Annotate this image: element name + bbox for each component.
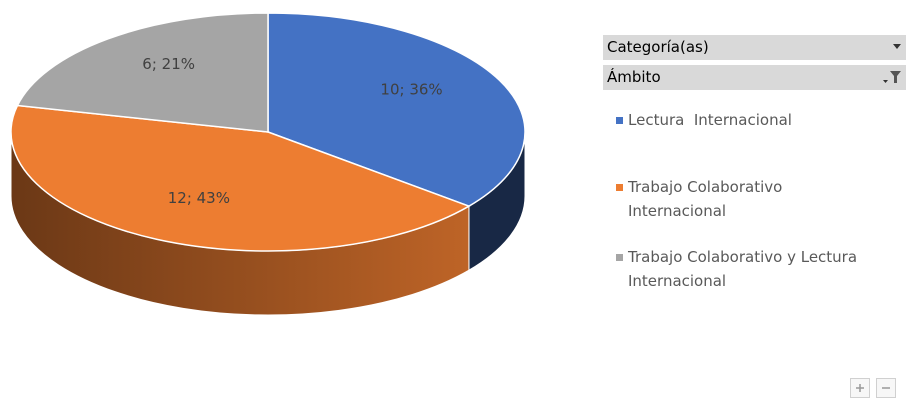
data-label: 12; 43%: [168, 189, 230, 207]
plus-icon: [856, 384, 864, 392]
slice: [16, 12, 269, 133]
legend-swatch: [616, 184, 623, 191]
legend-entry: Trabajo Colaborativo y Lectura Internaci…: [614, 245, 863, 293]
legend-swatch: [616, 117, 623, 124]
collapse-button[interactable]: [876, 378, 896, 398]
legend-entry: Trabajo Colaborativo Internacional: [614, 175, 863, 223]
data-label: 6; 21%: [142, 55, 195, 73]
slice: [10, 104, 471, 252]
minus-icon: [882, 387, 890, 389]
field-button-label: Categoría(as): [607, 38, 709, 56]
legend-entry: Lectura Internacional: [614, 108, 863, 132]
dropdown-icon: [893, 44, 901, 49]
pie-chart: 10; 36% 12; 43% 6; 21%: [10, 12, 526, 316]
legend-swatch: [616, 254, 623, 261]
field-button[interactable]: Categoría(as): [603, 35, 906, 60]
data-label: 10; 36%: [380, 80, 442, 98]
field-button[interactable]: Ámbito: [603, 65, 906, 90]
legend-label: Lectura Internacional: [628, 111, 792, 129]
field-button-label: Ámbito: [607, 68, 661, 86]
expand-button[interactable]: [850, 378, 870, 398]
legend-label: Trabajo Colaborativo Internacional: [628, 178, 788, 220]
slice: [267, 12, 526, 208]
legend-label: Trabajo Colaborativo y Lectura Internaci…: [628, 248, 862, 290]
filter-icon: [883, 71, 901, 83]
